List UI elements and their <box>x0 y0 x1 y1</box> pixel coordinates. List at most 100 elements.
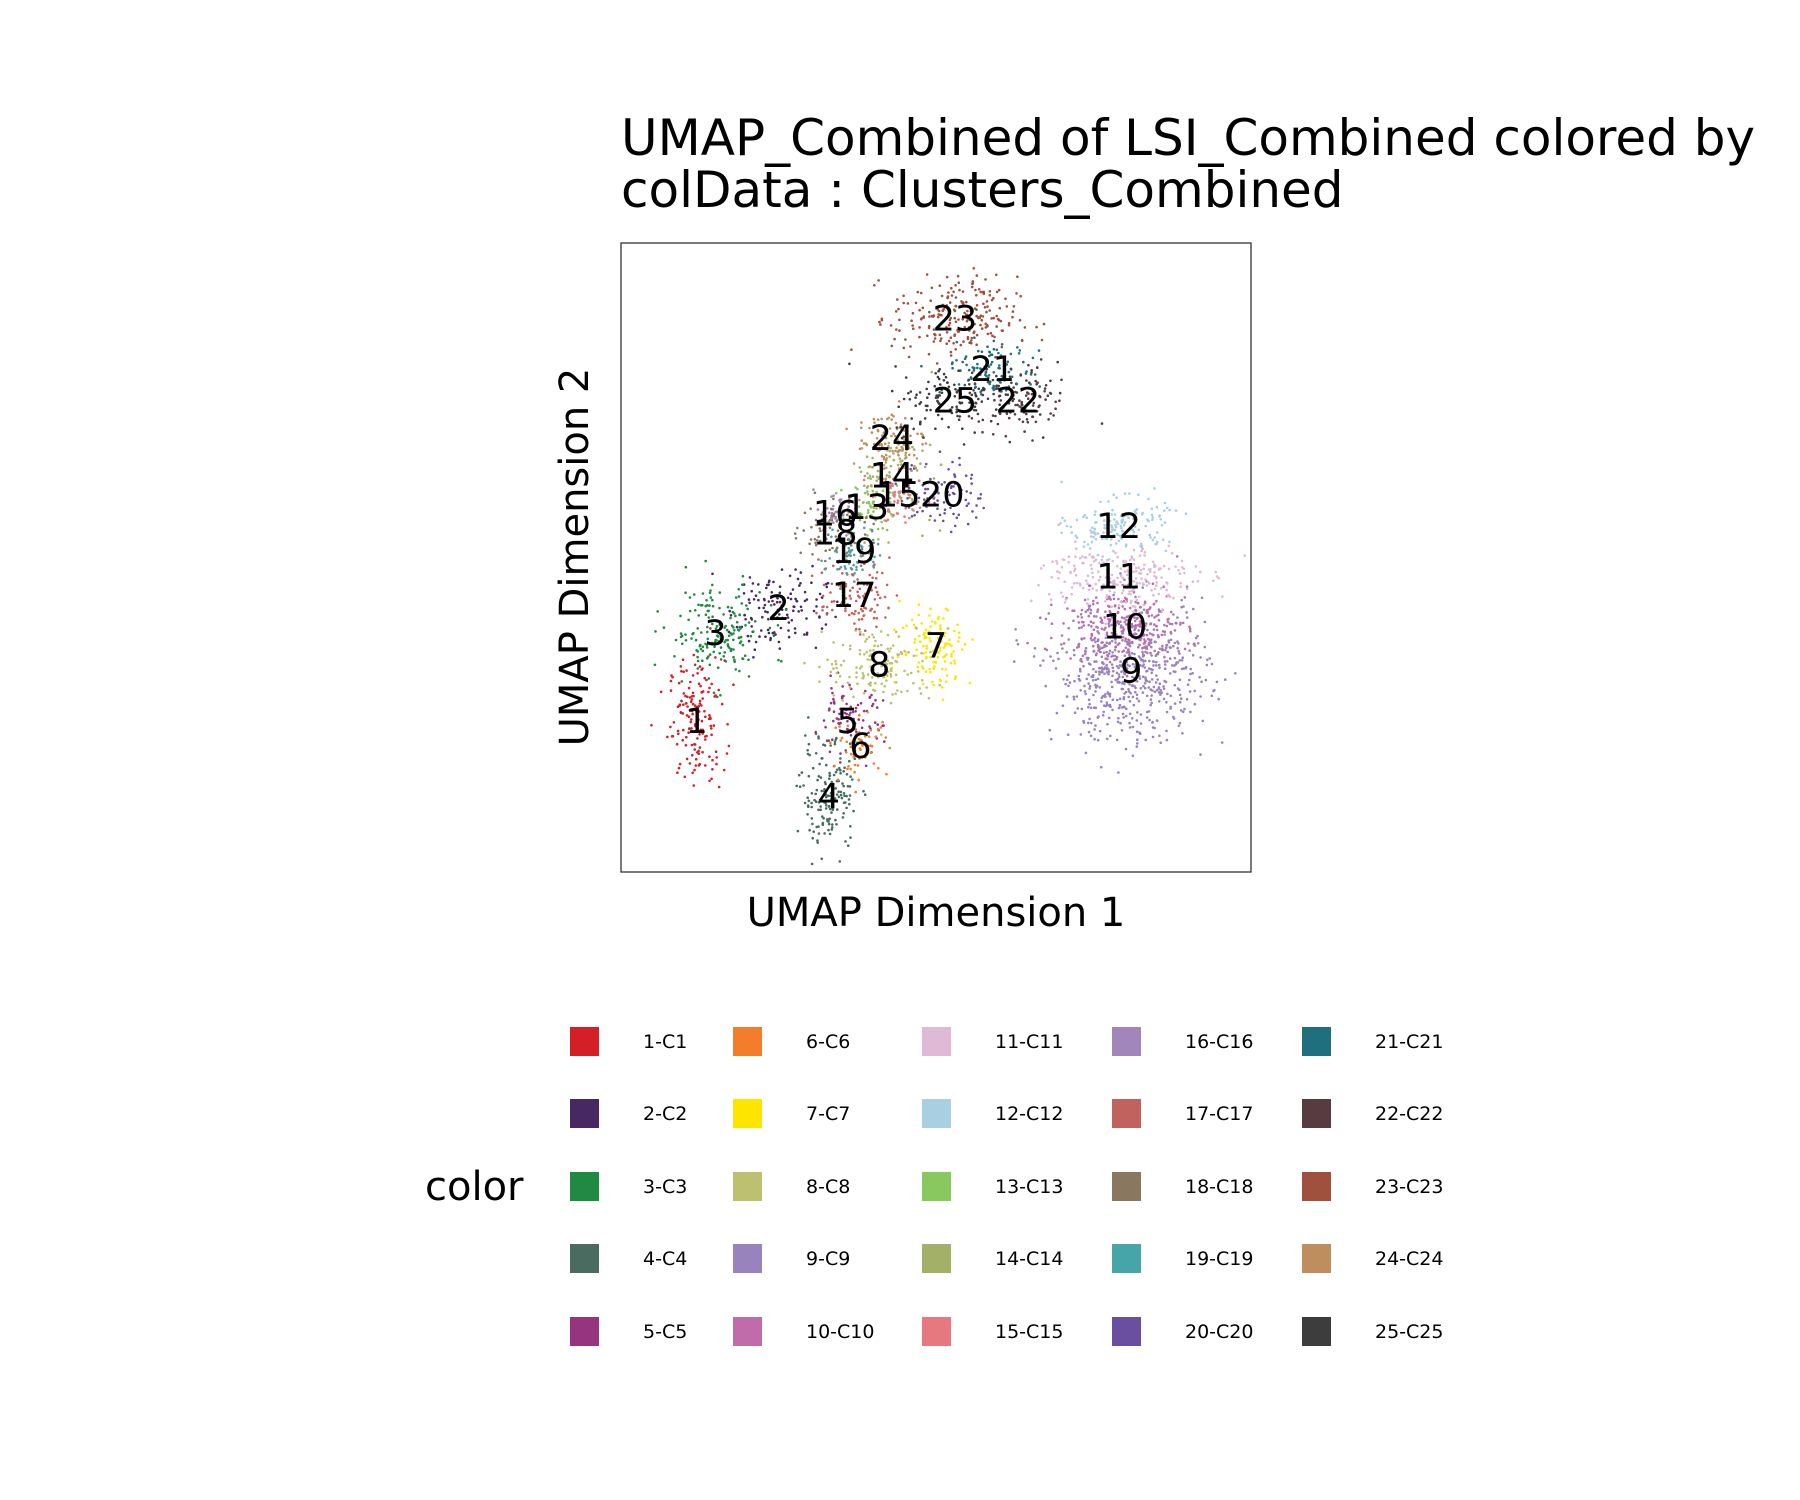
point <box>849 566 853 570</box>
point <box>1108 580 1112 584</box>
point <box>849 734 853 737</box>
point <box>1192 642 1196 646</box>
point <box>904 521 907 524</box>
point <box>849 836 852 839</box>
point <box>1091 526 1094 529</box>
point <box>1127 619 1130 622</box>
point <box>878 554 882 557</box>
point <box>1124 543 1128 546</box>
point <box>879 323 882 326</box>
point <box>748 576 752 579</box>
point <box>855 730 858 734</box>
point <box>848 759 851 763</box>
point <box>1120 526 1123 530</box>
point <box>849 775 852 778</box>
point <box>902 425 905 429</box>
point <box>1084 649 1087 653</box>
point <box>952 342 955 345</box>
point <box>733 658 736 662</box>
point <box>1059 522 1062 525</box>
point <box>1137 629 1140 632</box>
point <box>883 595 887 599</box>
point <box>1177 650 1180 653</box>
point <box>841 643 845 647</box>
point <box>921 659 924 663</box>
legend-label: 5-C5 <box>643 1321 687 1343</box>
point <box>808 542 811 546</box>
point <box>873 464 877 467</box>
point <box>1086 574 1090 577</box>
point <box>766 628 770 632</box>
point <box>891 693 894 696</box>
point <box>918 687 922 690</box>
point <box>1061 595 1065 598</box>
point <box>866 511 870 514</box>
point <box>831 546 834 550</box>
point <box>1124 714 1128 718</box>
point <box>883 684 886 688</box>
point <box>1107 716 1111 720</box>
point <box>862 633 865 636</box>
point <box>870 676 874 679</box>
point <box>1106 524 1109 527</box>
point <box>676 729 680 733</box>
point <box>1113 585 1116 589</box>
point <box>1135 598 1139 602</box>
point <box>860 665 863 668</box>
point <box>1084 610 1088 614</box>
point <box>1166 660 1169 663</box>
point <box>1177 724 1181 728</box>
point <box>977 397 980 401</box>
point <box>1110 530 1113 533</box>
point <box>820 500 823 504</box>
point <box>1033 373 1037 376</box>
point <box>1167 641 1171 644</box>
point <box>963 325 967 329</box>
point <box>1091 571 1094 575</box>
point <box>697 764 701 767</box>
point <box>912 681 915 685</box>
point <box>833 549 837 553</box>
point <box>739 627 742 630</box>
point <box>884 519 888 523</box>
point <box>1159 693 1162 696</box>
point <box>965 319 969 323</box>
point <box>884 616 887 619</box>
point <box>831 691 834 695</box>
point <box>893 628 896 631</box>
point <box>1143 682 1147 685</box>
point <box>983 306 987 309</box>
point <box>1142 660 1145 663</box>
point <box>1133 657 1137 660</box>
legend-label: 14-C14 <box>995 1248 1063 1270</box>
point <box>861 568 864 571</box>
point <box>746 607 749 611</box>
point <box>1090 567 1093 571</box>
point <box>1034 420 1038 424</box>
point <box>812 488 815 491</box>
legend-label: 24-C24 <box>1375 1248 1443 1270</box>
point <box>803 801 807 805</box>
point <box>729 649 733 653</box>
point <box>936 308 940 311</box>
point <box>996 422 1000 426</box>
point <box>863 562 866 565</box>
point <box>1075 536 1079 539</box>
point <box>945 325 948 329</box>
point <box>920 651 923 655</box>
point <box>1153 571 1156 574</box>
point <box>1135 730 1139 733</box>
point <box>884 436 888 440</box>
point <box>1096 638 1100 641</box>
point <box>883 432 886 435</box>
point <box>659 690 663 694</box>
point <box>859 470 863 474</box>
point <box>871 489 875 493</box>
point <box>838 517 841 520</box>
point <box>1077 621 1081 624</box>
point <box>1090 625 1093 628</box>
point <box>872 417 876 421</box>
point <box>738 669 741 673</box>
point <box>850 741 854 744</box>
point <box>1133 522 1137 525</box>
